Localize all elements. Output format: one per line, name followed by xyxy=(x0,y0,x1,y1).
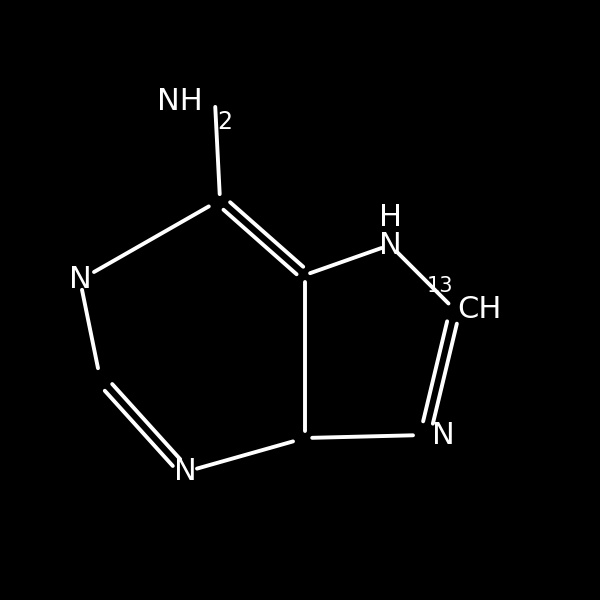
Text: 2: 2 xyxy=(217,110,232,134)
Text: CH: CH xyxy=(457,295,502,325)
Text: H: H xyxy=(379,202,401,232)
Text: 13: 13 xyxy=(427,276,453,296)
Text: N: N xyxy=(173,457,196,487)
Text: N: N xyxy=(68,265,91,295)
Text: N: N xyxy=(379,230,401,259)
Text: NH: NH xyxy=(157,88,203,116)
Text: N: N xyxy=(431,421,454,449)
